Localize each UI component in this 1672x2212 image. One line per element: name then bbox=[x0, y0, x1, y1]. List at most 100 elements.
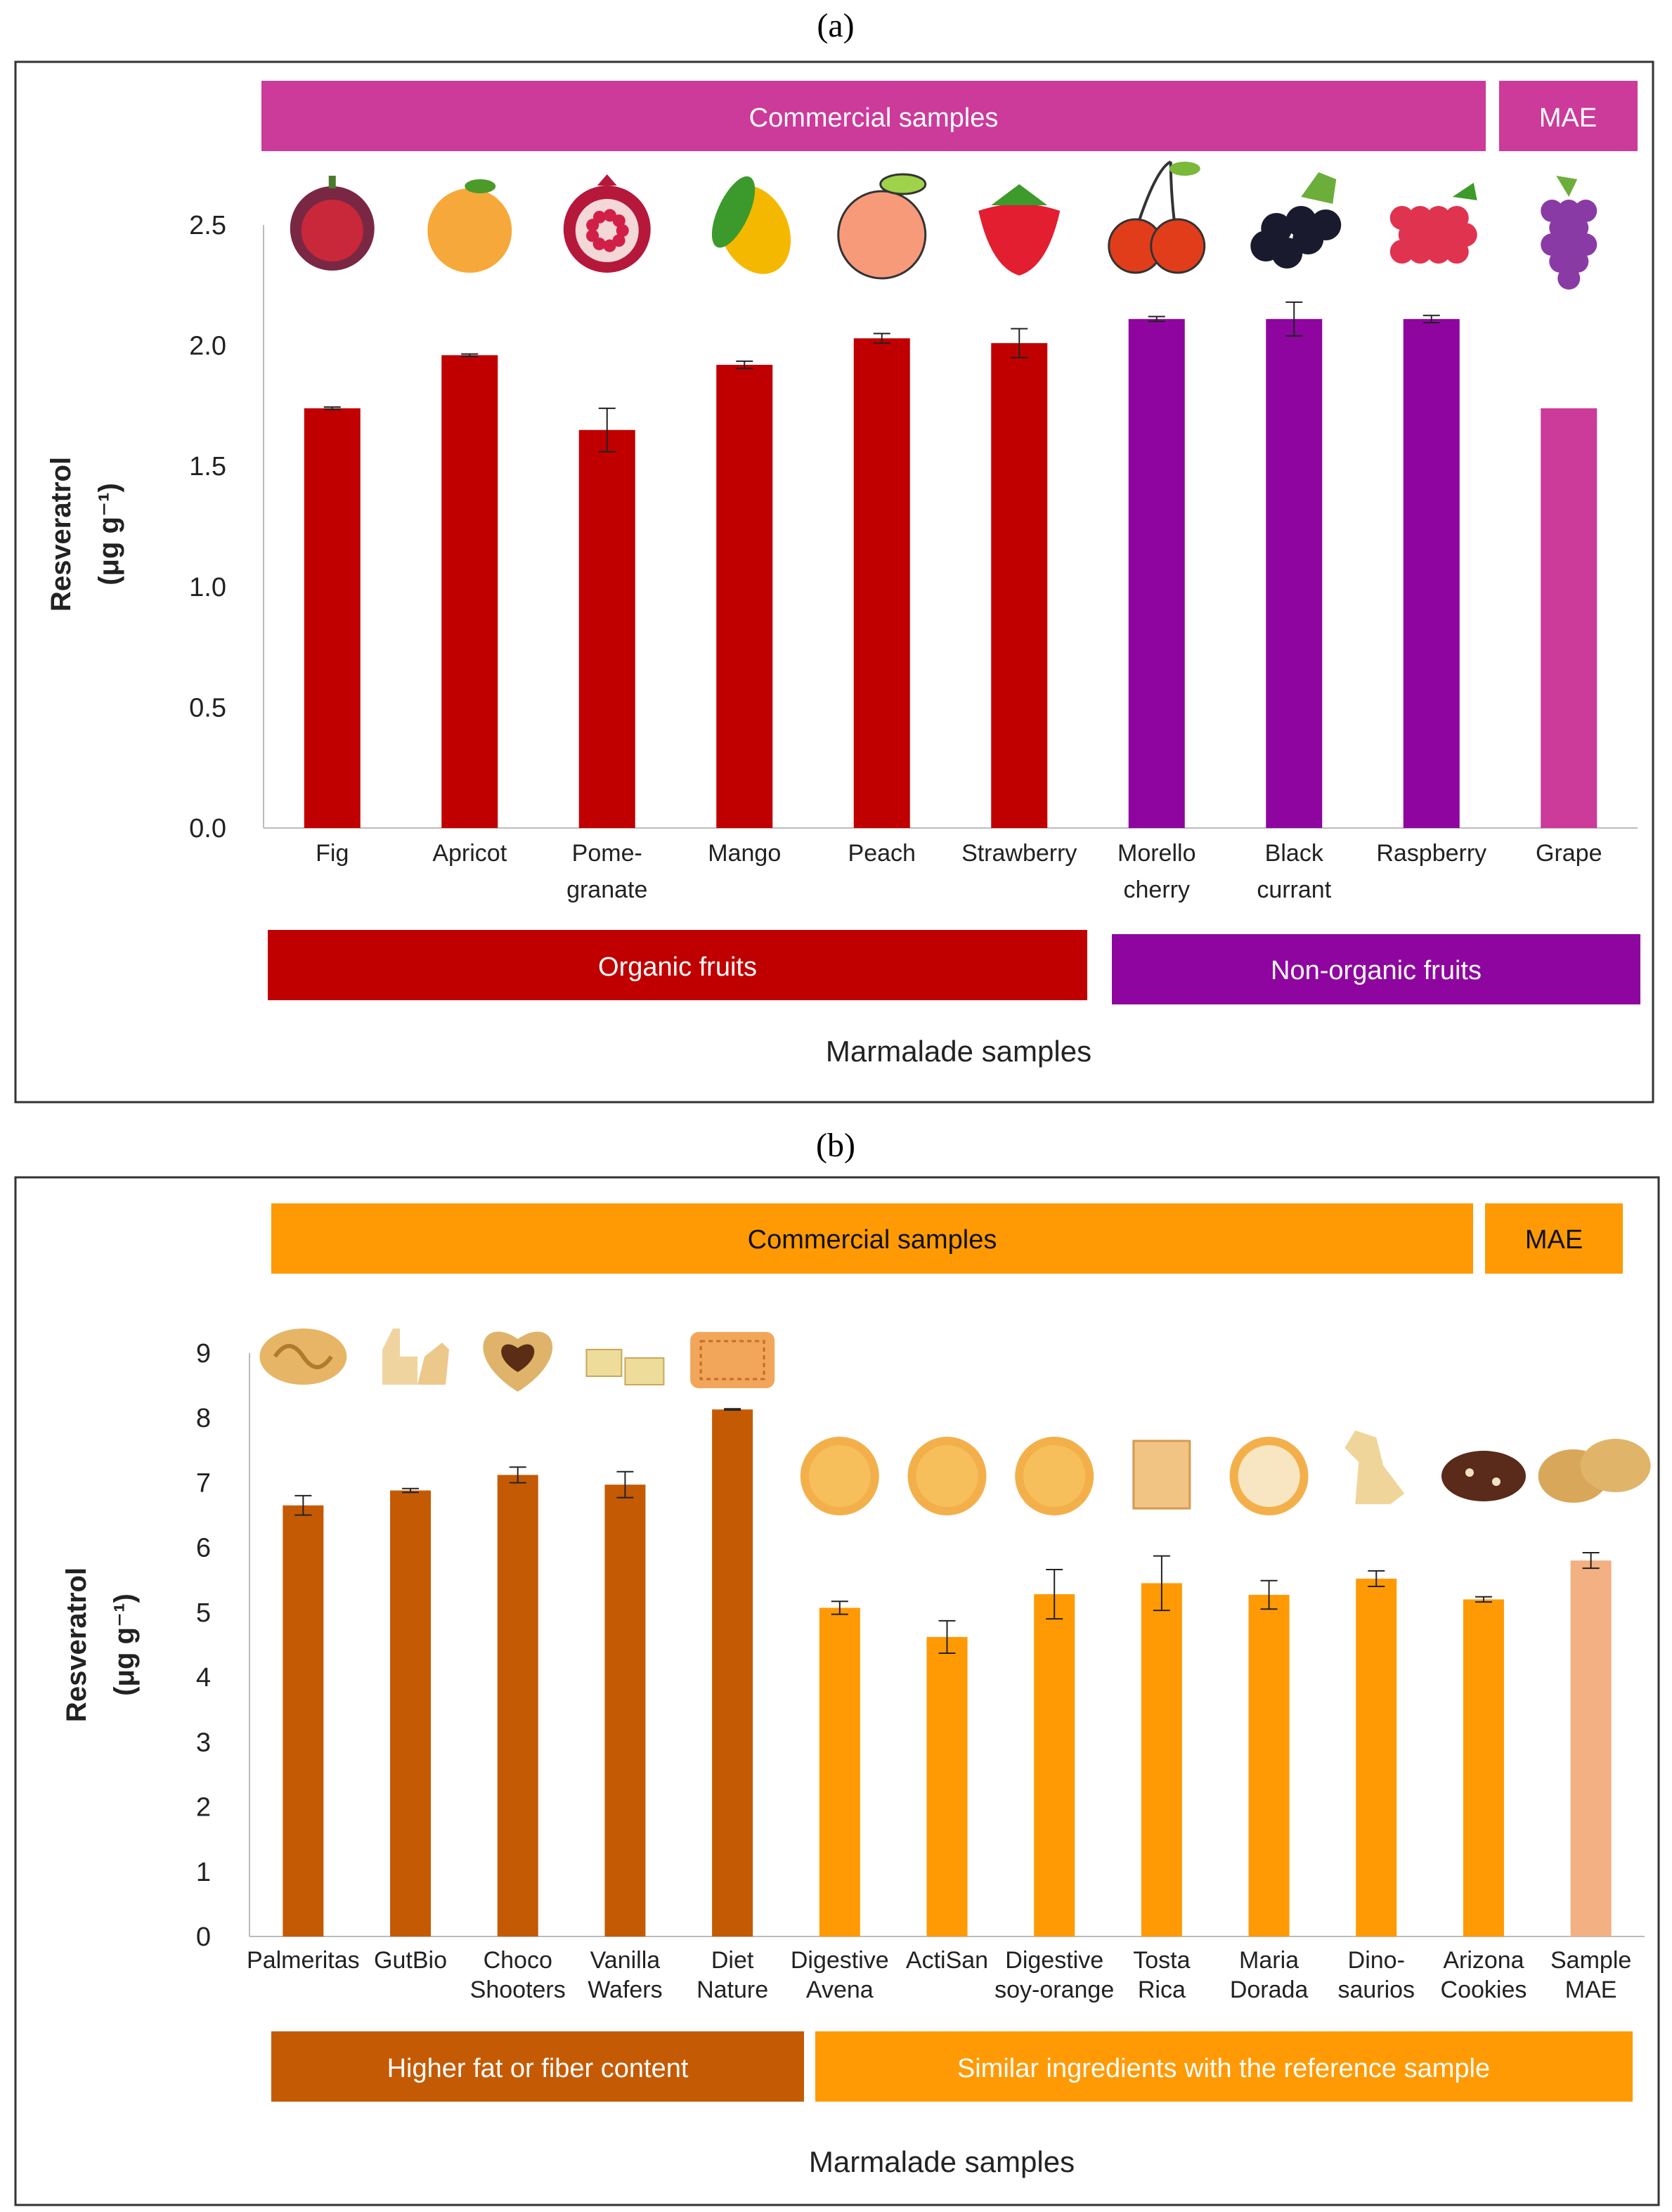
bar-b-2 bbox=[497, 1475, 538, 1936]
mango-icon bbox=[711, 176, 791, 274]
bar-b-4 bbox=[712, 1409, 753, 1936]
band-commercial-samples-b bbox=[271, 1203, 1473, 1274]
y-tick-label-b: 4 bbox=[196, 1663, 211, 1693]
band-commercial-samples-a-label: Commercial samples bbox=[749, 103, 999, 133]
chart-b-plot: 0 1 2 3 4 5 6 7 8 9 Resveratrol (μg g⁻¹) Palmeritas G… bbox=[61, 1339, 1645, 2003]
error-bar-b-3 bbox=[616, 1470, 634, 1499]
bar-a-9 bbox=[1541, 408, 1598, 828]
error-bar-b-11 bbox=[1475, 1596, 1492, 1603]
bar-a-7 bbox=[1266, 318, 1323, 828]
y-tick-label-b: 7 bbox=[196, 1468, 211, 1498]
round-biscuit-icon bbox=[907, 1437, 987, 1515]
blackcurrant-icon bbox=[1250, 172, 1342, 269]
animal-biscuit-icon bbox=[382, 1328, 450, 1385]
round-biscuit-icon bbox=[1015, 1437, 1094, 1515]
y-tick-label-a: 0.0 bbox=[189, 814, 226, 843]
strawberry-icon bbox=[978, 184, 1061, 276]
error-bar-b-9 bbox=[1260, 1579, 1278, 1610]
y-tick-label-a: 0.5 bbox=[189, 693, 226, 723]
y-tick-label-b: 5 bbox=[196, 1598, 211, 1628]
y-tick-label-b: 1 bbox=[196, 1858, 211, 1887]
y-axis-unit-b: (μg g⁻¹) bbox=[109, 1593, 140, 1696]
error-bar-a-1 bbox=[461, 353, 479, 358]
error-bar-b-10 bbox=[1368, 1570, 1385, 1587]
panel-label-b: (b) bbox=[816, 1127, 855, 1164]
band-mae-a-label: MAE bbox=[1539, 103, 1597, 133]
bar-a-0 bbox=[304, 408, 361, 828]
x-axis-title-a: Marmalade samples bbox=[826, 1035, 1091, 1068]
category-label-a-2: Pome-granate bbox=[566, 840, 647, 903]
peach-icon bbox=[837, 173, 927, 280]
band-non-organic-fruits-label: Non-organic fruits bbox=[1271, 956, 1482, 985]
chocolate-cookie-icon bbox=[1441, 1451, 1526, 1501]
bar-a-6 bbox=[1128, 318, 1185, 828]
chart-a-plot: 0.0 0.5 1.0 1.5 2.0 2.5 Resveratrol (μg g⁻¹) Fig… bbox=[46, 211, 1638, 903]
band-similar-ingredients bbox=[815, 2031, 1633, 2102]
error-bar-a-3 bbox=[736, 360, 753, 370]
panel-label-a: (a) bbox=[817, 7, 854, 44]
error-bar-a-8 bbox=[1423, 314, 1440, 323]
cherry-icon bbox=[1108, 160, 1206, 274]
band-similar-ingredients-label: Similar ingredients with the reference s… bbox=[957, 2054, 1490, 2083]
category-label-a-3: Mango bbox=[708, 840, 781, 867]
pomegranate-icon bbox=[563, 174, 651, 273]
round-biscuit-icon bbox=[1229, 1437, 1309, 1515]
bar-a-5 bbox=[991, 343, 1048, 829]
error-bar-b-7 bbox=[1046, 1569, 1063, 1620]
error-bar-b-0 bbox=[294, 1494, 312, 1516]
y-axis-title-a: Resveratrol bbox=[46, 457, 77, 612]
bar-b-6 bbox=[926, 1636, 968, 1936]
y-tick-label-b: 0 bbox=[196, 1922, 211, 1952]
error-bar-b-4 bbox=[724, 1408, 741, 1411]
bar-a-8 bbox=[1403, 318, 1460, 828]
band-higher-fat-fiber-label: Higher fat or fiber content bbox=[387, 2054, 689, 2083]
bar-b-1 bbox=[390, 1490, 432, 1936]
band-mae-a bbox=[1499, 81, 1638, 151]
y-tick-label-b: 9 bbox=[196, 1339, 211, 1369]
bar-a-4 bbox=[853, 338, 910, 829]
x-axis-title-b: Marmalade samples bbox=[809, 2145, 1075, 2178]
bar-b-12 bbox=[1570, 1560, 1612, 1936]
category-label-b-10: Dino-saurios bbox=[1337, 1947, 1415, 2003]
category-label-b-2: Choco Shooters bbox=[470, 1947, 566, 2003]
error-bar-b-8 bbox=[1153, 1555, 1170, 1612]
category-label-b-11: Arizona Cookies bbox=[1441, 1947, 1527, 2003]
y-tick-label-a: 1.5 bbox=[189, 452, 226, 481]
y-tick-label-b: 8 bbox=[196, 1404, 211, 1433]
category-label-b-12: Sample MAE bbox=[1550, 1947, 1631, 2003]
dinosaur-biscuit-icon bbox=[1344, 1430, 1405, 1504]
raspberry-icon bbox=[1389, 183, 1477, 264]
band-commercial-samples-b-label: Commercial samples bbox=[748, 1225, 997, 1255]
category-label-b-6: ActiSan bbox=[906, 1947, 988, 1974]
error-bar-a-4 bbox=[873, 332, 890, 344]
error-bar-a-2 bbox=[598, 407, 616, 453]
bar-b-3 bbox=[604, 1485, 646, 1936]
wafer-icon bbox=[585, 1349, 665, 1385]
error-bar-b-12 bbox=[1582, 1552, 1600, 1570]
bar-b-10 bbox=[1356, 1578, 1397, 1936]
category-label-a-9: Grape bbox=[1536, 840, 1602, 867]
error-bar-a-0 bbox=[323, 406, 341, 410]
grape-icon bbox=[1541, 176, 1598, 290]
category-label-b-4: Diet Nature bbox=[696, 1947, 768, 2003]
square-cracker-icon bbox=[1132, 1440, 1191, 1510]
error-bar-a-6 bbox=[1148, 316, 1165, 323]
chart-b-icons bbox=[259, 1328, 1651, 1515]
error-bar-b-2 bbox=[509, 1466, 526, 1484]
band-non-organic-fruits bbox=[1112, 934, 1640, 1004]
error-bar-a-7 bbox=[1285, 301, 1303, 337]
band-higher-fat-fiber bbox=[271, 2031, 804, 2102]
bar-b-5 bbox=[819, 1608, 860, 1936]
category-label-b-8: Tosta Rica bbox=[1133, 1947, 1190, 2003]
category-label-b-9: Maria Dorada bbox=[1230, 1947, 1309, 2003]
y-tick-label-b: 6 bbox=[196, 1534, 211, 1563]
y-axis-unit-a: (μg g⁻¹) bbox=[93, 483, 124, 586]
y-tick-label-b: 2 bbox=[196, 1793, 211, 1823]
error-bar-a-5 bbox=[1011, 328, 1028, 358]
band-mae-b-label: MAE bbox=[1525, 1225, 1583, 1255]
band-commercial-samples-a bbox=[261, 81, 1486, 151]
bar-a-3 bbox=[716, 365, 773, 828]
bar-b-9 bbox=[1248, 1594, 1290, 1936]
category-label-a-0: Fig bbox=[316, 840, 349, 867]
